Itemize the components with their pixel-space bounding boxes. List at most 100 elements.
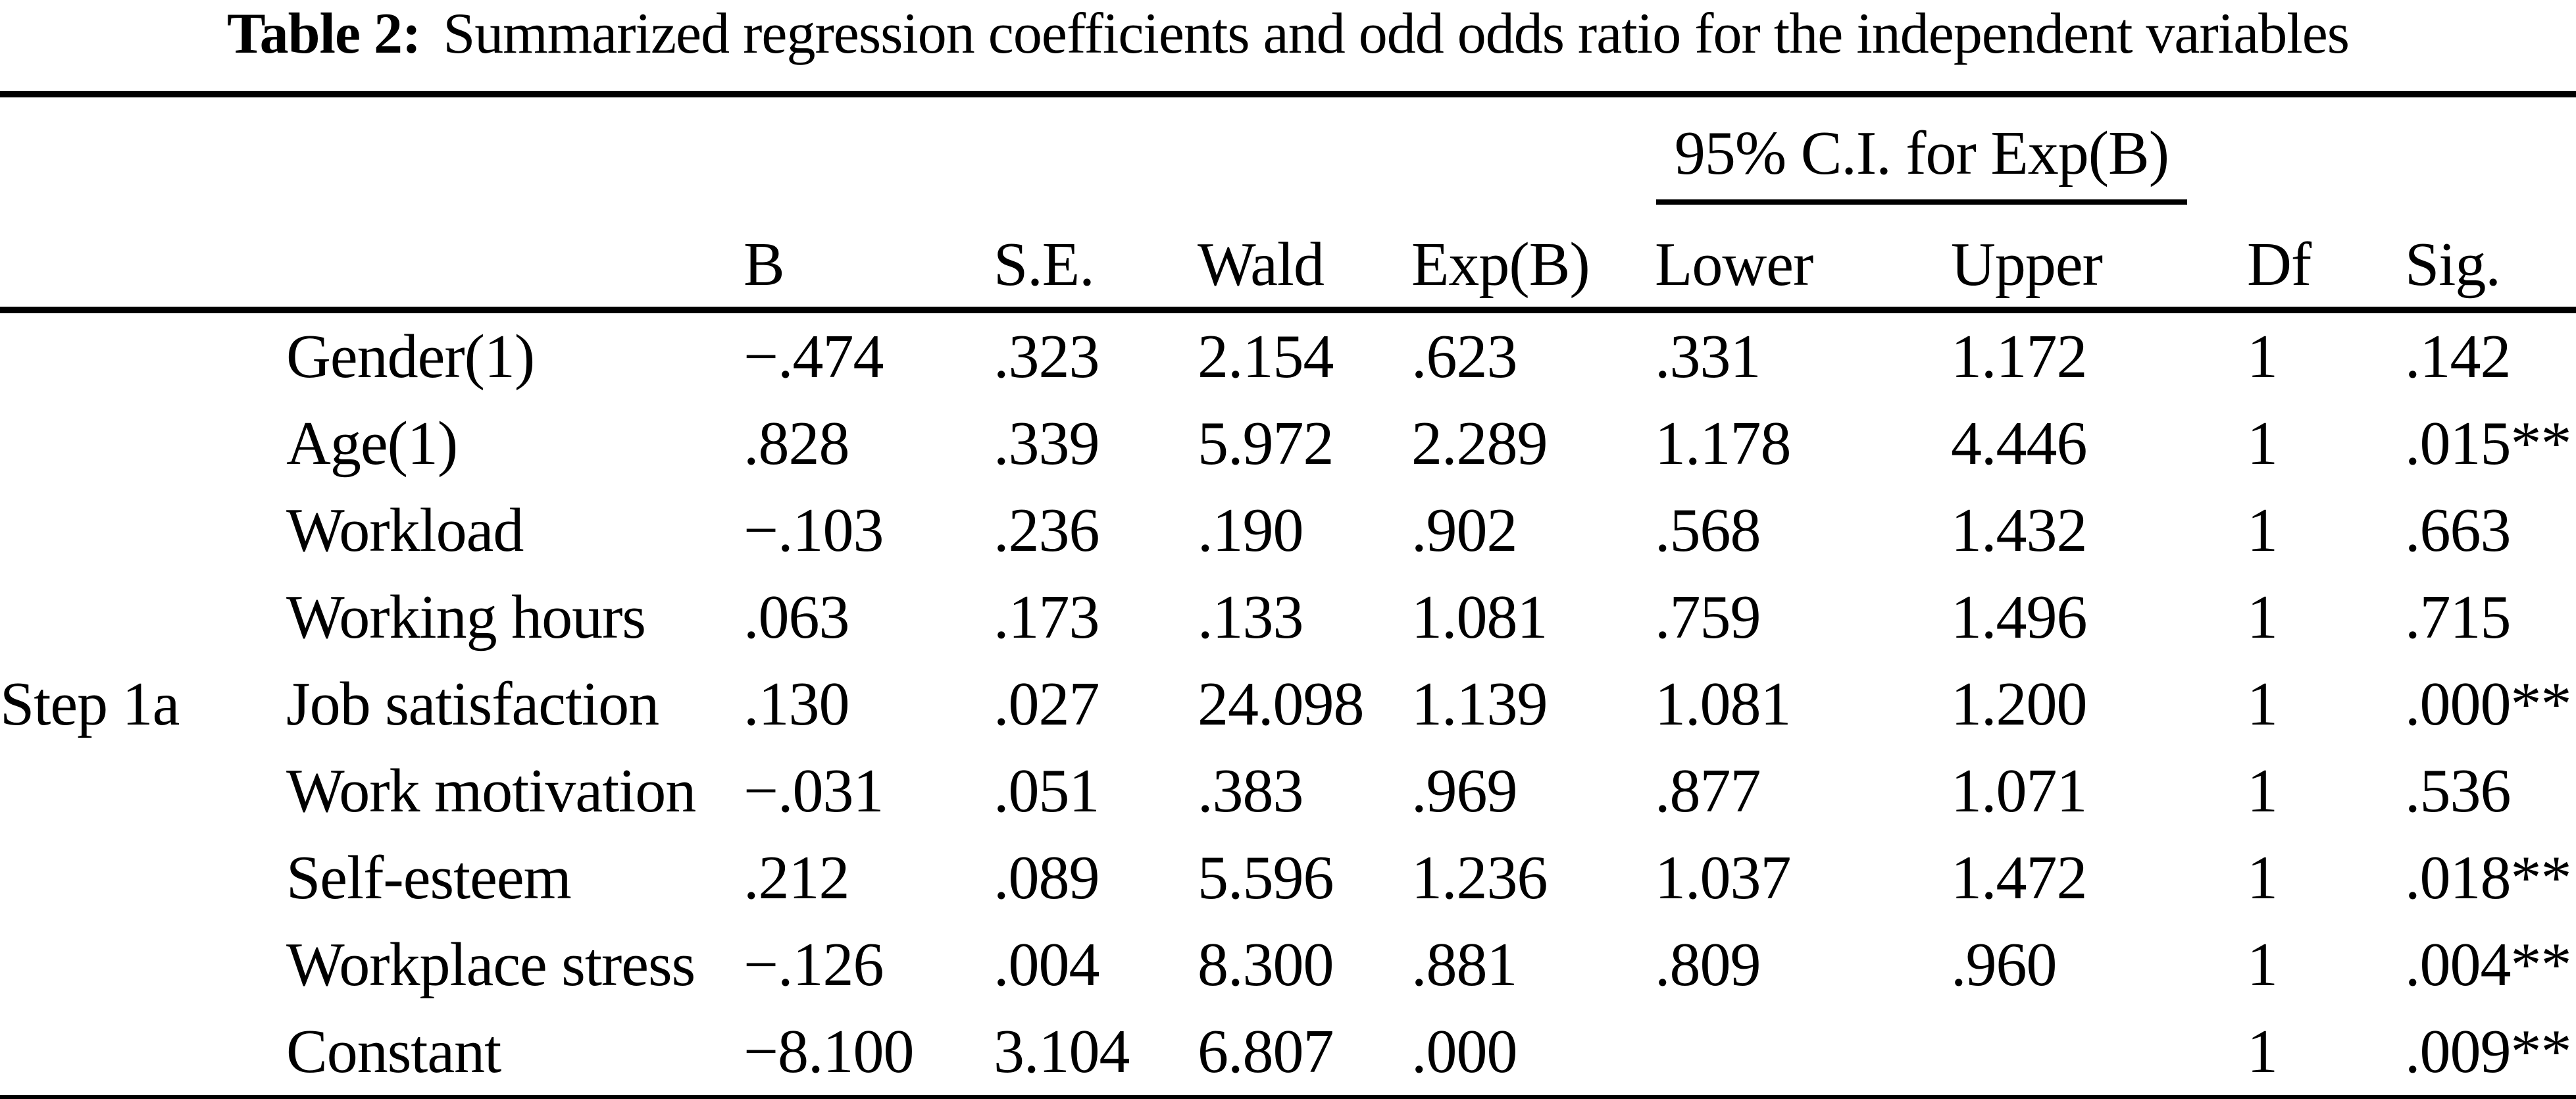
table-caption-label: Table 2:: [226, 2, 421, 66]
cell-df: 1: [2247, 496, 2278, 565]
spacer-cell: [0, 94, 1655, 205]
cell-sig: .715: [2405, 583, 2512, 652]
cell-b: −.474: [744, 322, 884, 391]
cell-lower: 1.081: [1655, 670, 1792, 738]
cell-df: 1: [2247, 322, 2278, 391]
cell-wald: 5.596: [1198, 844, 1334, 912]
cell-expb: 1.236: [1411, 844, 1548, 912]
cell-upper: [1951, 1008, 2247, 1099]
cell-lower: [1655, 1008, 1951, 1099]
cell-wald: .133: [1198, 583, 1304, 652]
cell-upper: 1.496: [1951, 583, 2088, 652]
cell-se: 3.104: [994, 1017, 1130, 1086]
cell-se: .173: [994, 583, 1100, 652]
cell-wald: .383: [1198, 757, 1304, 825]
cell-se: .004: [994, 931, 1100, 999]
row-variable: Workplace stress: [286, 931, 695, 999]
cell-df: 1: [2247, 583, 2278, 652]
cell-se: .027: [994, 670, 1100, 738]
cell-expb: 1.139: [1411, 670, 1548, 738]
table-caption-text: Summarized regression coefficients and o…: [443, 2, 2350, 66]
spacer-cell: [286, 205, 744, 313]
cell-df: 1: [2247, 757, 2278, 825]
row-variable: Work motivation: [286, 757, 696, 825]
spacer-cell: [2247, 94, 2576, 205]
row-variable: Gender(1): [286, 322, 535, 391]
cell-sig: .018**: [2405, 844, 2572, 912]
cell-upper: .960: [1951, 931, 2058, 999]
cell-df: 1: [2247, 844, 2278, 912]
table-row: Self-esteem .212 .089 5.596 1.236 1.037 …: [0, 834, 2576, 921]
cell-wald: 8.300: [1198, 931, 1334, 999]
cell-df: 1: [2247, 931, 2278, 999]
cell-wald: 5.972: [1198, 409, 1334, 478]
cell-upper: 1.071: [1951, 757, 2088, 825]
cell-se: .089: [994, 844, 1100, 912]
cell-lower: .759: [1655, 583, 1761, 652]
cell-b: .063: [744, 583, 850, 652]
cell-upper: 1.472: [1951, 844, 2088, 912]
cell-df: 1: [2247, 670, 2278, 738]
cell-expb: .623: [1411, 322, 1518, 391]
cell-sig: .663: [2405, 496, 2512, 565]
col-header-df: Df: [2247, 205, 2405, 313]
row-variable: Job satisfaction: [286, 670, 659, 738]
cell-expb: .000: [1411, 1017, 1518, 1086]
cell-lower: .568: [1655, 496, 1761, 565]
col-header-upper: Upper: [1951, 205, 2247, 313]
cell-expb: .881: [1411, 931, 1518, 999]
cell-sig: .536: [2405, 757, 2512, 825]
cell-b: −.126: [744, 931, 884, 999]
table-row: Workload −.103 .236 .190 .902 .568 1.432…: [0, 487, 2576, 574]
table-row: Step 1a Gender(1) −.474 .323 2.154 .623 …: [0, 310, 2576, 738]
cell-upper: 4.446: [1951, 409, 2088, 478]
cell-sig: .142: [2405, 322, 2512, 391]
cell-b: −.031: [744, 757, 884, 825]
step-label: Step 1a: [0, 670, 180, 738]
cell-se: .051: [994, 757, 1100, 825]
cell-b: .828: [744, 409, 850, 478]
cell-sig: .000**: [2405, 670, 2572, 738]
table-row: Job satisfaction .130 .027 24.098 1.139 …: [0, 661, 2576, 748]
table-row: Work motivation −.031 .051 .383 .969 .87…: [0, 748, 2576, 834]
cell-upper: 1.172: [1951, 322, 2088, 391]
cell-wald: 24.098: [1198, 670, 1365, 738]
cell-se: .339: [994, 409, 1100, 478]
cell-sig: .009**: [2405, 1017, 2572, 1086]
spacer-cell: [0, 205, 286, 313]
cell-upper: 1.200: [1951, 670, 2088, 738]
cell-expb: 1.081: [1411, 583, 1548, 652]
table-row: Workplace stress −.126 .004 8.300 .881 .…: [0, 921, 2576, 1008]
col-header-wald: Wald: [1198, 205, 1411, 313]
cell-df: 1: [2247, 409, 2278, 478]
table-row: Constant −8.100 3.104 6.807 .000 1 .009*…: [0, 1008, 2576, 1099]
ci-header-underline: 95% C.I. for Exp(B): [1656, 118, 2187, 205]
table-row: Working hours .063 .173 .133 1.081 .759 …: [0, 574, 2576, 661]
cell-wald: .190: [1198, 496, 1304, 565]
ci-header-label: 95% C.I. for Exp(B): [1674, 119, 2169, 188]
col-header-se: S.E.: [994, 205, 1198, 313]
cell-sig: .004**: [2405, 931, 2572, 999]
cell-lower: 1.037: [1655, 844, 1792, 912]
column-header-row: B S.E. Wald Exp(B) Lower Upper Df Sig.: [0, 205, 2576, 313]
col-header-b: B: [744, 205, 994, 313]
table-caption: Table 2: Summarized regression coefficie…: [0, 0, 2576, 91]
regression-table: 95% C.I. for Exp(B) B S.E. Wald Exp(B) L…: [0, 91, 2576, 1099]
cell-lower: 1.178: [1655, 409, 1792, 478]
table-row: Age(1) .828 .339 5.972 2.289 1.178 4.446…: [0, 400, 2576, 487]
ci-header-row: 95% C.I. for Exp(B): [0, 94, 2576, 205]
cell-expb: .902: [1411, 496, 1518, 565]
cell-wald: 2.154: [1198, 322, 1334, 391]
cell-expb: 2.289: [1411, 409, 1548, 478]
row-variable: Working hours: [286, 583, 646, 652]
cell-lower: .809: [1655, 931, 1761, 999]
row-variable: Self-esteem: [286, 844, 572, 912]
row-variable: Workload: [286, 496, 524, 565]
cell-b: .212: [744, 844, 850, 912]
row-variable: Constant: [286, 1017, 501, 1086]
cell-b: .130: [744, 670, 850, 738]
cell-b: −.103: [744, 496, 884, 565]
cell-sig: .015**: [2405, 409, 2572, 478]
cell-expb: .969: [1411, 757, 1518, 825]
